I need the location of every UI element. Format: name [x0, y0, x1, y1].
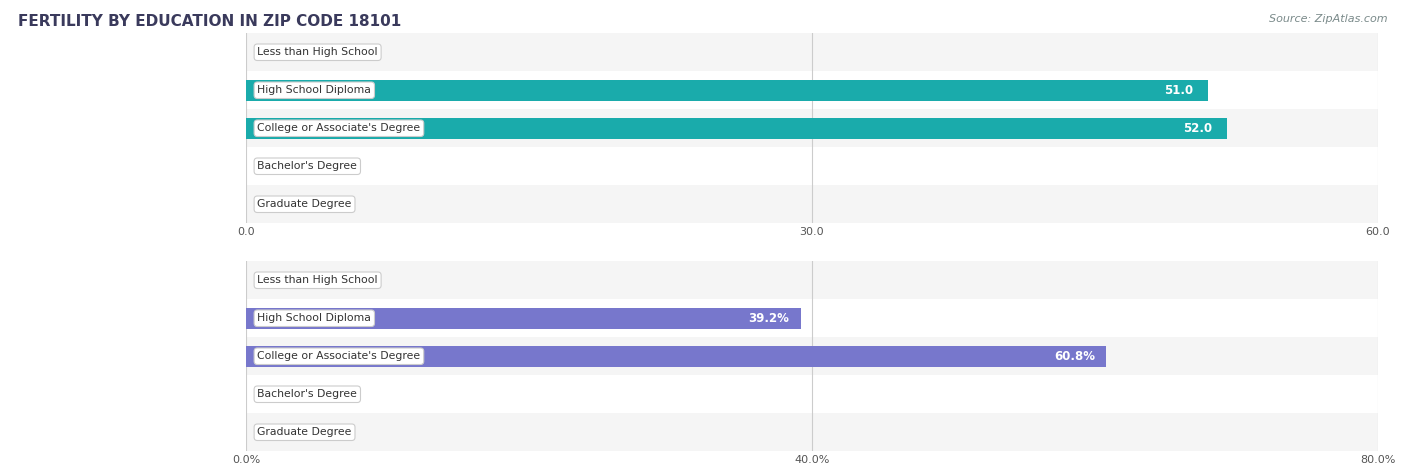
- Text: High School Diploma: High School Diploma: [257, 85, 371, 95]
- Text: FERTILITY BY EDUCATION IN ZIP CODE 18101: FERTILITY BY EDUCATION IN ZIP CODE 18101: [18, 14, 402, 29]
- Bar: [246, 33, 1378, 71]
- Text: 0.0: 0.0: [254, 46, 274, 59]
- Text: 39.2%: 39.2%: [748, 312, 789, 325]
- Bar: [246, 337, 1378, 375]
- Bar: [246, 413, 1378, 451]
- Text: 0.0%: 0.0%: [254, 426, 285, 439]
- Text: Less than High School: Less than High School: [257, 275, 378, 285]
- Bar: [246, 71, 1378, 109]
- Text: 0.0%: 0.0%: [254, 274, 285, 287]
- Text: Bachelor's Degree: Bachelor's Degree: [257, 161, 357, 171]
- Text: Graduate Degree: Graduate Degree: [257, 427, 352, 437]
- Text: 0.0: 0.0: [254, 160, 274, 173]
- Bar: [246, 109, 1378, 147]
- Text: Source: ZipAtlas.com: Source: ZipAtlas.com: [1270, 14, 1388, 24]
- Text: 0.0: 0.0: [254, 198, 274, 211]
- Text: 51.0: 51.0: [1164, 84, 1194, 97]
- Text: College or Associate's Degree: College or Associate's Degree: [257, 123, 420, 133]
- Text: 60.8%: 60.8%: [1054, 350, 1095, 363]
- Bar: [246, 375, 1378, 413]
- Bar: [246, 261, 1378, 299]
- Text: Less than High School: Less than High School: [257, 47, 378, 57]
- Bar: [246, 299, 1378, 337]
- Bar: [246, 346, 1107, 367]
- Bar: [246, 185, 1378, 223]
- Bar: [246, 118, 1227, 139]
- Bar: [246, 147, 1378, 185]
- Text: 0.0%: 0.0%: [254, 388, 285, 401]
- Text: College or Associate's Degree: College or Associate's Degree: [257, 351, 420, 361]
- Text: High School Diploma: High School Diploma: [257, 313, 371, 323]
- Bar: [246, 80, 1208, 101]
- Bar: [246, 308, 800, 329]
- Text: Graduate Degree: Graduate Degree: [257, 199, 352, 209]
- Text: Bachelor's Degree: Bachelor's Degree: [257, 389, 357, 399]
- Text: 52.0: 52.0: [1182, 122, 1212, 135]
